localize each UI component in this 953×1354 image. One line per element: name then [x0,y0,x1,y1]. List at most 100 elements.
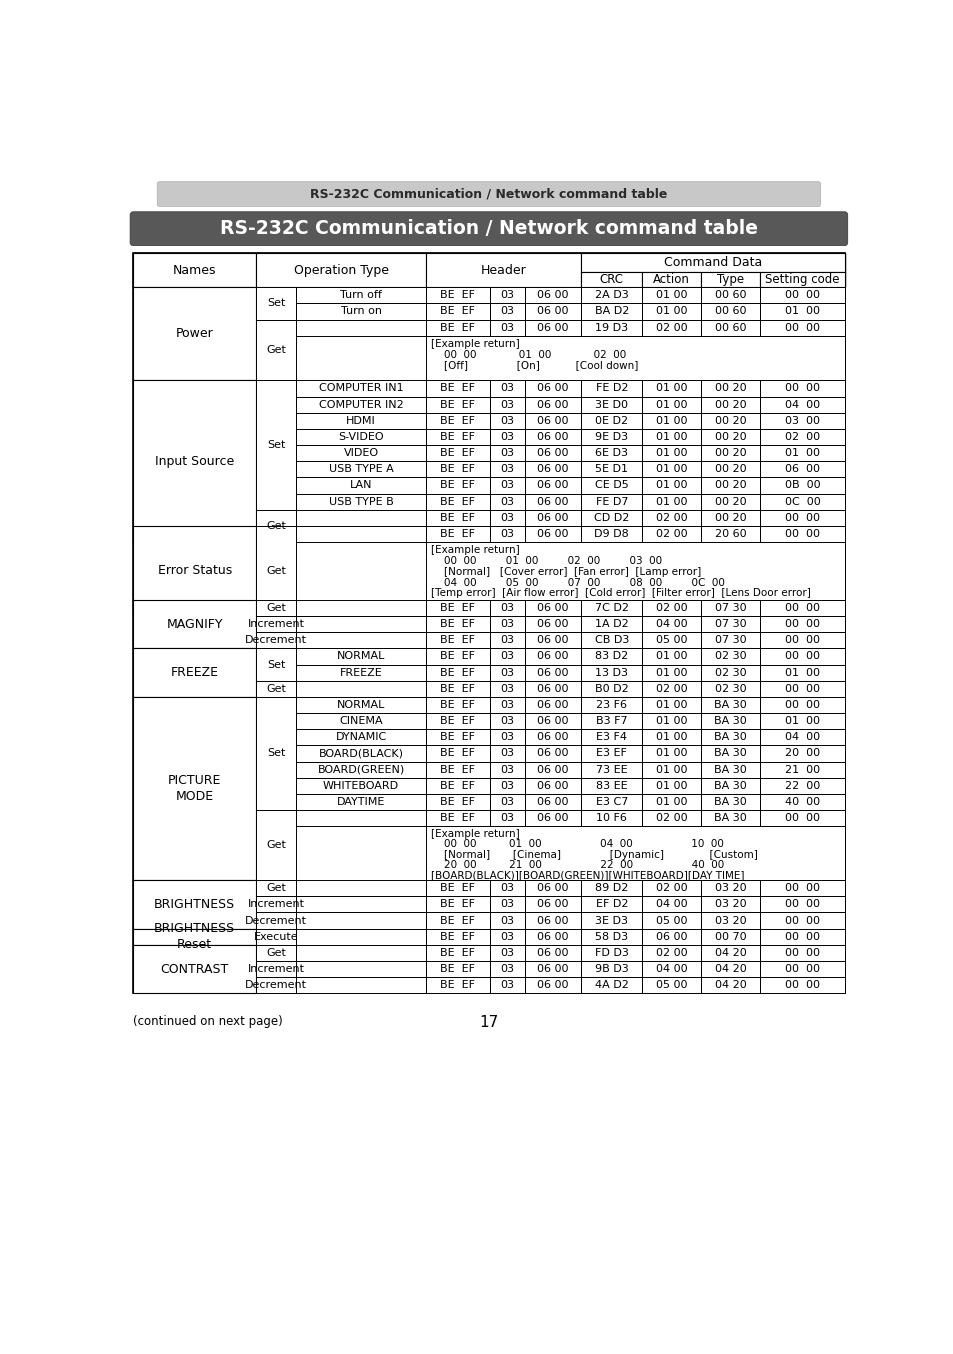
Text: 06  00: 06 00 [784,464,819,474]
Text: 06 00: 06 00 [537,684,568,693]
Text: 00  00: 00 00 [784,980,819,990]
Text: 40  00: 40 00 [784,798,820,807]
Bar [524,632,580,649]
Bar [256,525,295,616]
Bar [295,478,426,494]
Bar [295,445,426,462]
Bar [295,978,426,994]
Bar [426,494,489,509]
Text: 10 F6: 10 F6 [596,814,626,823]
Text: HDMI: HDMI [346,416,375,425]
Bar [760,397,843,413]
Text: 02 00: 02 00 [656,322,687,333]
Bar [580,777,641,793]
Bar [426,745,489,761]
Bar [760,665,843,681]
Text: 20  00          21  00                  22  00                  40  00: 20 00 21 00 22 00 40 00 [431,860,723,869]
Text: 01 00: 01 00 [656,700,687,709]
Text: BA 30: BA 30 [714,798,746,807]
Text: 06 00: 06 00 [537,798,568,807]
Text: 06 00: 06 00 [537,651,568,662]
Bar [580,478,641,494]
Text: VIDEO: VIDEO [343,448,378,458]
Bar [295,649,426,665]
Bar [700,665,760,681]
Bar [641,397,700,413]
Bar [133,525,256,616]
Text: [Temp error]  [Air flow error]  [Cold error]  [Filter error]  [Lens Door error]: [Temp error] [Air flow error] [Cold erro… [431,588,810,598]
Bar [700,810,760,826]
Text: Header: Header [480,264,526,276]
Text: BE  EF: BE EF [440,290,475,301]
Text: 02 00: 02 00 [656,529,687,539]
Text: 00  00: 00 00 [784,964,819,974]
Bar [580,253,843,272]
Bar [524,320,580,336]
Bar [489,478,524,494]
Bar [489,777,524,793]
Bar [489,745,524,761]
Bar [760,730,843,745]
Bar [700,777,760,793]
Bar [489,665,524,681]
Text: BE  EF: BE EF [440,980,475,990]
Bar [700,961,760,978]
Bar [133,929,256,945]
Text: BE  EF: BE EF [440,749,475,758]
Text: 03: 03 [499,668,514,677]
Bar [580,730,641,745]
Bar [524,697,580,714]
Bar [580,793,641,810]
Text: Get: Get [266,566,286,575]
Text: 03: 03 [499,290,514,301]
Bar [700,303,760,320]
Text: 06 00: 06 00 [537,432,568,441]
Bar [426,287,489,303]
Bar [700,714,760,730]
Bar [700,745,760,761]
Bar [133,649,256,697]
Text: 00 20: 00 20 [714,513,746,523]
Bar [524,494,580,509]
Bar [426,761,489,777]
Text: 03  00: 03 00 [784,416,819,425]
Text: B3 F7: B3 F7 [596,716,627,726]
Text: [Example return]: [Example return] [431,829,519,839]
Bar [641,429,700,445]
Bar [524,303,580,320]
Text: E3 C7: E3 C7 [595,798,627,807]
Text: 0C  00: 0C 00 [783,497,820,506]
Text: 00  00: 00 00 [784,603,819,613]
Bar [295,761,426,777]
Bar [489,896,524,913]
Bar [426,445,489,462]
Bar [426,320,489,336]
Bar [641,777,700,793]
Bar [760,961,843,978]
Bar [426,429,489,445]
Bar [580,509,641,525]
Bar [133,600,256,649]
Text: 58 D3: 58 D3 [595,932,628,942]
Text: 01 00: 01 00 [656,497,687,506]
Text: BRIGHTNESS: BRIGHTNESS [154,898,235,911]
Bar [700,462,760,478]
Text: 07 30: 07 30 [714,635,746,646]
Bar [760,913,843,929]
Text: 03: 03 [499,619,514,630]
Bar [524,745,580,761]
Bar [524,793,580,810]
Bar [256,961,295,978]
Text: FE D7: FE D7 [595,497,627,506]
Bar [700,913,760,929]
Text: 00  00: 00 00 [784,915,819,926]
Bar [426,413,489,429]
Bar [760,929,843,945]
Bar [760,761,843,777]
Bar [426,525,489,542]
Text: 00 20: 00 20 [714,432,746,441]
Bar [426,509,489,525]
Text: 00  00: 00 00 [784,814,819,823]
Bar [489,880,524,896]
Text: BA 30: BA 30 [714,781,746,791]
